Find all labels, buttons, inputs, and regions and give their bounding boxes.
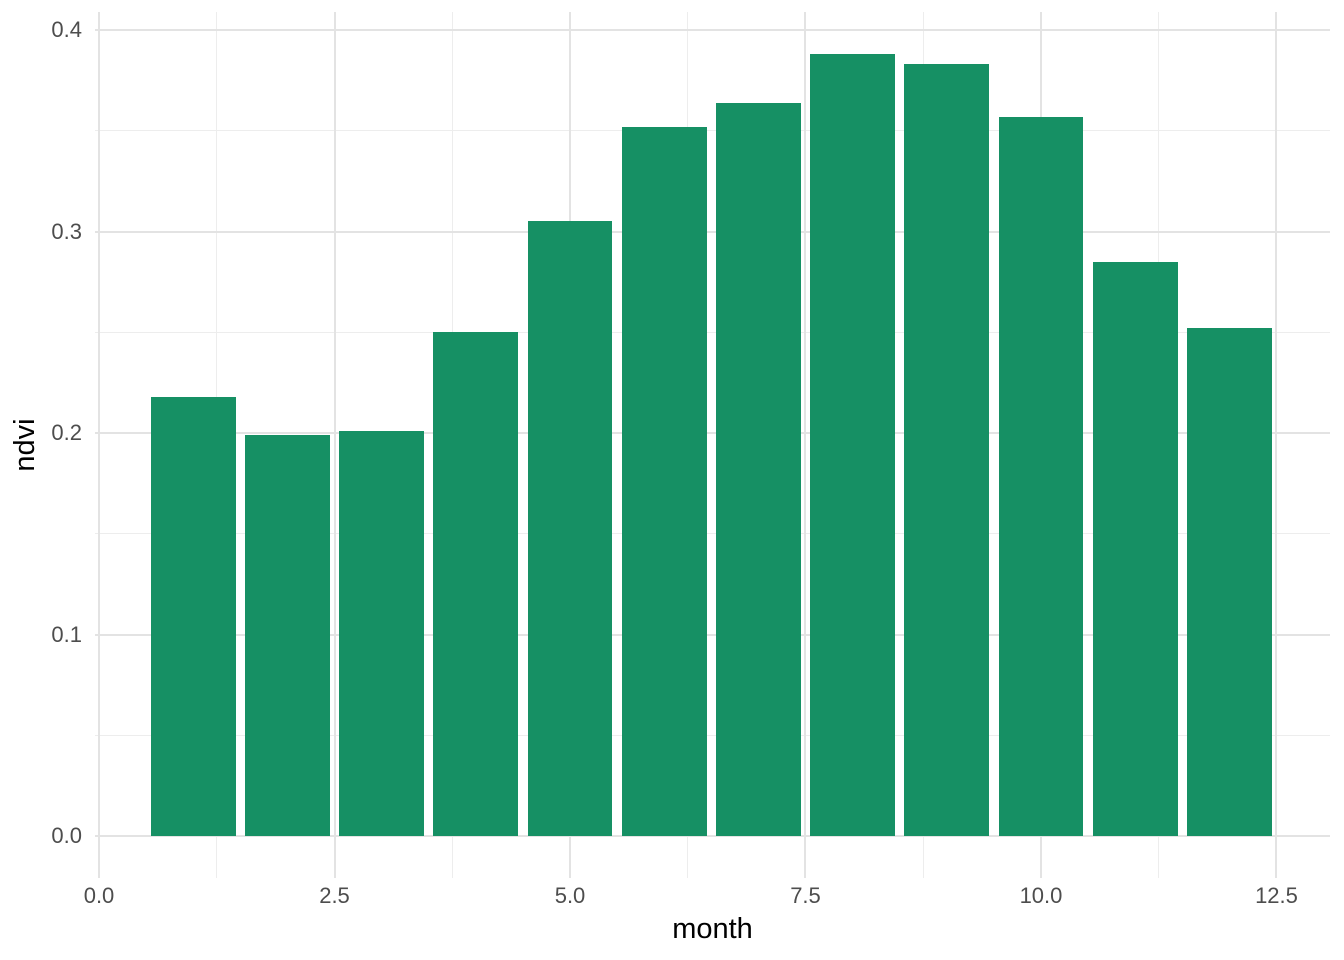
y-gridline-minor [95,331,1330,333]
bar [339,431,424,837]
y-tick-label: 0.4 [51,16,82,42]
bar [998,116,1084,837]
y-gridline-minor [95,734,1330,736]
bar [1092,261,1178,837]
y-tick-label: 0.1 [51,621,82,647]
y-tick-label: 0.2 [51,420,82,446]
x-gridline-major [98,12,100,878]
x-tick-label: 12.5 [1255,883,1298,908]
y-gridline-major [95,633,1330,636]
x-axis-title: month [672,913,753,945]
x-tick-label: 2.5 [319,883,350,908]
x-tick-label: 7.5 [790,883,821,908]
plot-panel [95,12,1330,878]
bar [527,221,613,837]
x-gridline-major [804,12,807,878]
bar [810,54,895,837]
bar [150,396,236,837]
y-axis-title: ndvi [9,418,41,472]
y-gridline-major [95,28,1330,31]
x-tick-label: 0.0 [83,883,115,908]
bar [1187,328,1272,837]
y-gridline-minor [95,533,1330,535]
bar [621,126,707,837]
y-tick-label: 0.0 [51,823,82,849]
bar [716,102,801,837]
x-tick-label: 5.0 [554,883,586,908]
y-gridline-major [95,835,1330,838]
bar [904,64,990,837]
bar [433,332,519,837]
y-gridline-major [95,432,1330,435]
x-gridline-major [1275,12,1278,878]
bar [245,435,330,837]
y-gridline-major [95,230,1330,233]
x-gridline-major [333,12,336,878]
x-tick-label: 10.0 [1019,883,1063,908]
y-tick-label: 0.3 [51,218,82,244]
y-gridline-minor [95,130,1330,132]
